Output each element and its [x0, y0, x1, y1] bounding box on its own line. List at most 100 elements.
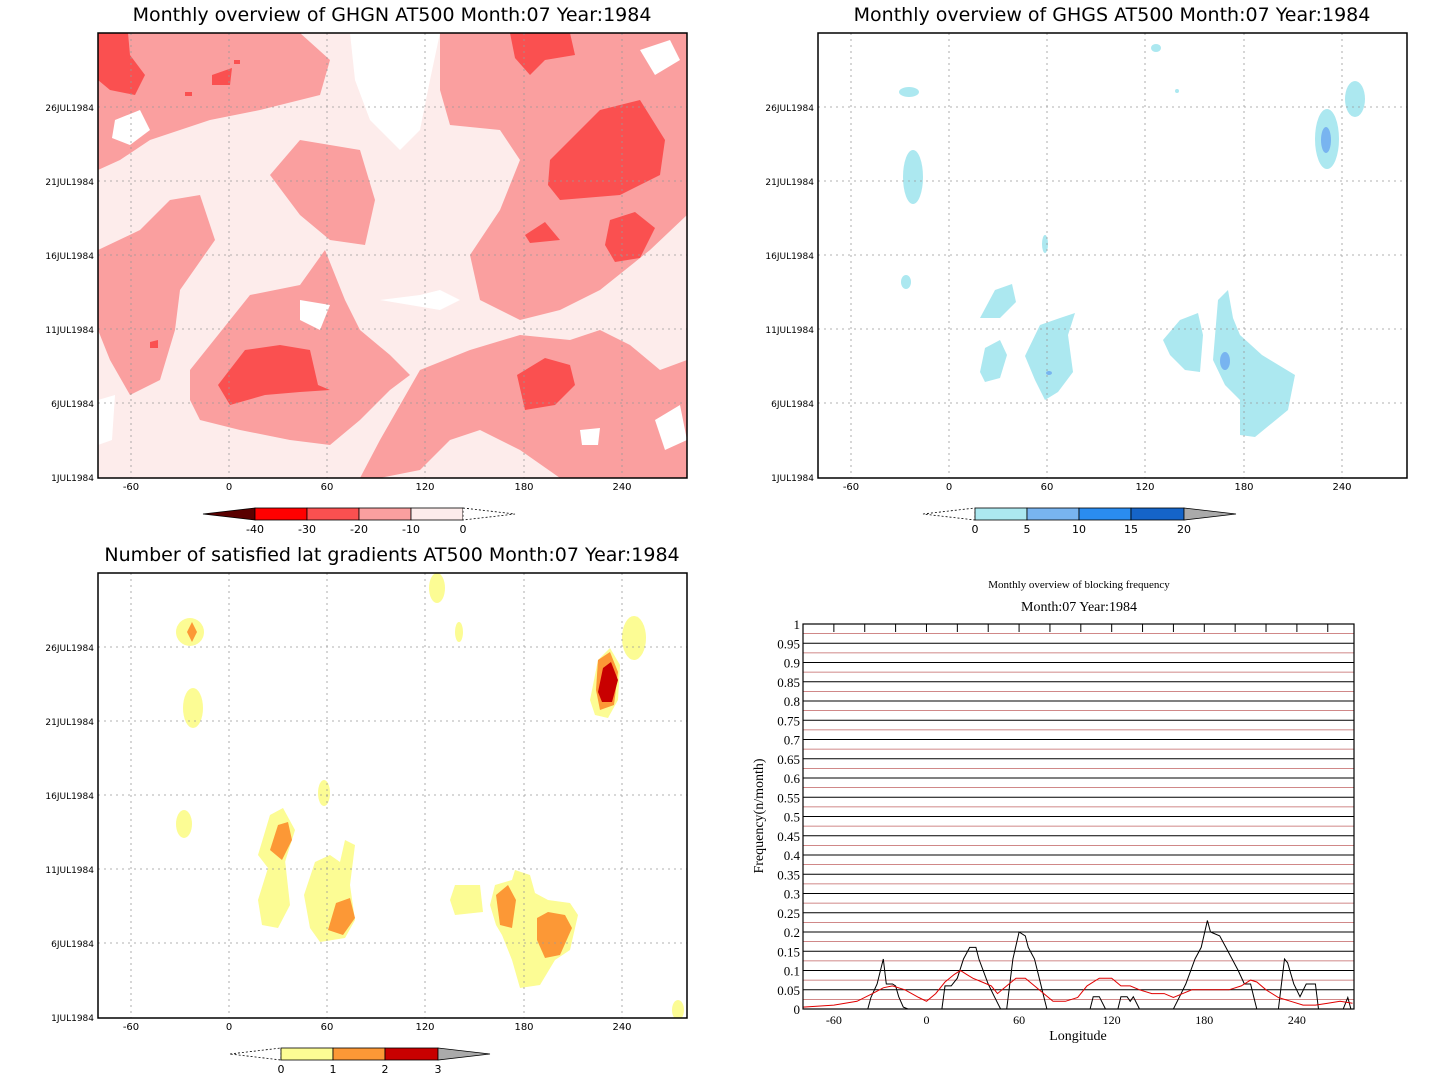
x-tick-label: -60	[843, 482, 859, 493]
x-tick-label: 120	[1135, 482, 1154, 493]
y-tick-label: 0.95	[777, 636, 800, 651]
x-tick-label: 240	[612, 482, 631, 493]
series-line-2	[802, 969, 1353, 1008]
y-tick-label: 0.9	[784, 656, 800, 671]
series-line-1	[803, 920, 1352, 1010]
y-tick-label: 6JUL1984	[51, 400, 94, 410]
ghgs-title: Monthly overview of GHGS AT500 Month:07 …	[854, 4, 1371, 26]
x-tick-label: 60	[1013, 1013, 1025, 1027]
frequency-panel: Monthly overview of blocking frequency M…	[752, 579, 1355, 1044]
colorbar-label: 15	[1124, 523, 1138, 536]
y-tick-label: 21JUL1984	[45, 178, 94, 188]
y-tick-label: 16JUL1984	[45, 792, 94, 802]
chart-subtitle: Month:07 Year:1984	[1021, 600, 1137, 615]
y-tick-label: 1JUL1984	[51, 1014, 94, 1024]
colorbar-label: 0	[460, 523, 467, 536]
frequency-frame	[802, 623, 1355, 1010]
x-tick-label: -60	[826, 1013, 842, 1027]
lat-colorbar: 0 1 2 3	[229, 1047, 491, 1076]
y-tick-label: 0	[794, 1002, 801, 1017]
x-tick-label: 240	[1332, 482, 1351, 493]
y-tick-label: 16JUL1984	[765, 252, 814, 262]
y-tick-label: 1JUL1984	[771, 474, 814, 484]
ghgs-frame	[817, 32, 1408, 479]
ghgn-panel: Monthly overview of GHGN AT500 Month:07 …	[45, 4, 688, 536]
x-tick-label: 60	[321, 1022, 334, 1033]
x-tick-label: 0	[923, 1013, 929, 1027]
y-tick-label: 11JUL1984	[765, 326, 814, 336]
lat-grid	[98, 573, 687, 1018]
colorbar-label: 0	[972, 523, 979, 536]
y-tick-label: 21JUL1984	[45, 718, 94, 728]
x-tick-label: 180	[514, 482, 533, 493]
ghgs-x-ticks: -60 0 60 120 180 240	[843, 482, 1352, 493]
y-tick-label: 0.4	[784, 848, 801, 863]
frequency-series	[802, 920, 1353, 1010]
x-tick-label: 180	[1195, 1013, 1213, 1027]
x-tick-label: 0	[226, 482, 232, 493]
ghgs-field	[818, 33, 1407, 478]
lat-field	[98, 573, 687, 1018]
colorbar-label: 10	[1072, 523, 1086, 536]
y-tick-label: 0.3	[784, 887, 800, 902]
y-tick-label: 1JUL1984	[51, 474, 94, 484]
ghgn-y-ticks: 1JUL1984 6JUL1984 11JUL1984 16JUL1984 21…	[45, 104, 94, 484]
colorbar-label: -20	[350, 523, 368, 536]
x-tick-label: 60	[1041, 482, 1054, 493]
y-axis-label: Frequency(n/month)	[752, 758, 767, 873]
ghgn-field	[98, 33, 687, 478]
y-tick-label: 0.65	[777, 752, 800, 767]
lat-frame	[97, 572, 688, 1019]
y-tick-label: 26JUL1984	[45, 644, 94, 654]
ghgs-grid	[818, 33, 1407, 478]
y-tick-label: 6JUL1984	[771, 400, 814, 410]
colorbar-label: 1	[330, 1063, 337, 1076]
y-tick-label: 26JUL1984	[765, 104, 814, 114]
y-tick-label: 16JUL1984	[45, 252, 94, 262]
y-tick-label: 0.25	[777, 906, 800, 921]
lat-y-ticks: 1JUL1984 6JUL1984 11JUL1984 16JUL1984 21…	[45, 644, 94, 1024]
lat-x-ticks: -60 0 60 120 180 240	[123, 1022, 632, 1033]
colorbar-label: -30	[298, 523, 316, 536]
ghgs-colorbar: 0 5 10 15 20	[922, 507, 1237, 536]
x-tick-label: 0	[946, 482, 952, 493]
colorbar-label: 3	[435, 1063, 442, 1076]
x-tick-label: 240	[1288, 1013, 1306, 1027]
y-tick-label: 0.15	[777, 944, 800, 959]
y-tick-label: 11JUL1984	[45, 326, 94, 336]
x-tick-label: 180	[1234, 482, 1253, 493]
y-tick-label: 0.8	[784, 694, 800, 709]
lat-panel: Number of satisfied lat gradients AT500 …	[45, 544, 688, 1076]
chart-title: Monthly overview of blocking frequency	[988, 579, 1170, 591]
frequency-grid	[803, 623, 1354, 1010]
x-tick-label: -60	[123, 1022, 139, 1033]
ghgs-y-ticks: 1JUL1984 6JUL1984 11JUL1984 16JUL1984 21…	[765, 104, 814, 484]
ghgn-colorbar: -40 -30 -20 -10 0	[202, 507, 516, 536]
y-tick-label: 0.35	[777, 867, 800, 882]
y-tick-label: 0.7	[784, 733, 801, 748]
y-tick-label: 0.85	[777, 675, 800, 690]
colorbar-label: 5	[1024, 523, 1031, 536]
x-tick-label: 60	[321, 482, 334, 493]
x-tick-label: 120	[415, 482, 434, 493]
x-tick-label: 240	[612, 1022, 631, 1033]
colorbar-label: 0	[278, 1063, 285, 1076]
frequency-y-ticks: 0 0.05 0.1 0.15 0.2 0.25 0.3 0.35 0.4 0.45 0.5 0.55…	[777, 617, 800, 1017]
lat-title: Number of satisfied lat gradients AT500 …	[104, 544, 679, 566]
x-axis-label: Longitude	[1049, 1029, 1107, 1044]
y-tick-label: 0.2	[784, 925, 800, 940]
y-tick-label: 0.05	[777, 983, 800, 998]
x-tick-label: 180	[514, 1022, 533, 1033]
ghgn-grid	[98, 33, 687, 478]
y-tick-label: 21JUL1984	[765, 178, 814, 188]
ghgs-panel: Monthly overview of GHGS AT500 Month:07 …	[765, 4, 1408, 536]
x-tick-label: 120	[415, 1022, 434, 1033]
y-tick-label: 6JUL1984	[51, 940, 94, 950]
y-tick-label: 1	[794, 617, 801, 632]
y-tick-label: 11JUL1984	[45, 866, 94, 876]
colorbar-label: -10	[402, 523, 420, 536]
y-tick-label: 0.55	[777, 790, 800, 805]
y-tick-label: 0.45	[777, 829, 800, 844]
y-tick-label: 26JUL1984	[45, 104, 94, 114]
